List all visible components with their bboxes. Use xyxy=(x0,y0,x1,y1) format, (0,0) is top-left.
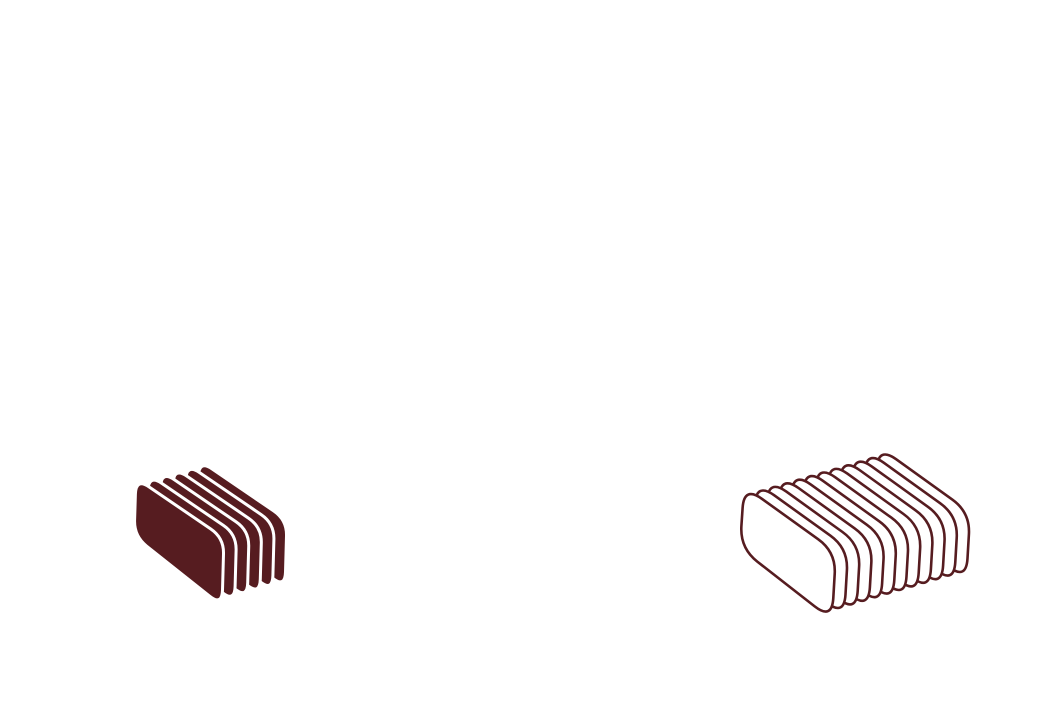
slice-1 xyxy=(133,482,226,602)
outline-stack xyxy=(740,453,971,613)
filled-stack xyxy=(133,464,289,602)
slice-1 xyxy=(740,492,837,613)
